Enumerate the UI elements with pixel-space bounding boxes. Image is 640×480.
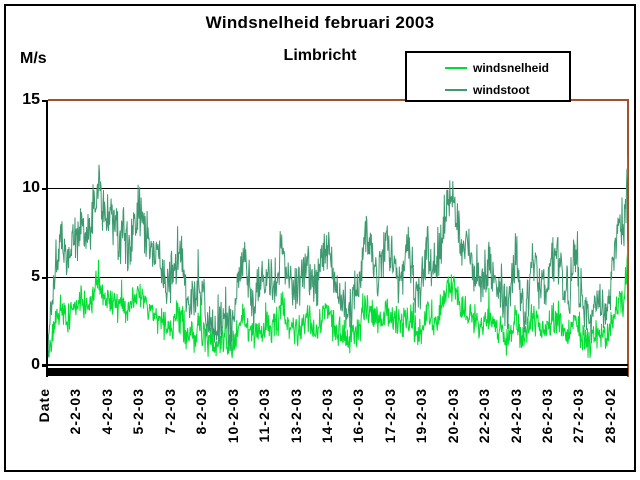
windsnelheid-series-line xyxy=(48,240,628,359)
x-tick-label-11-2-03: 11-2-03 xyxy=(256,388,272,443)
legend-label-windsnelheid: windsnelheid xyxy=(473,61,550,75)
x-tick-label-28-2-02: 28-2-02 xyxy=(602,388,618,444)
plot-border-top xyxy=(48,99,629,101)
legend-entry-windsnelheid: windsnelheid xyxy=(407,60,569,76)
x-tick-label-20-2-03: 20-2-03 xyxy=(445,388,461,444)
windstoot-series-line xyxy=(48,156,628,358)
x-tick-label-27-2-03: 27-2-03 xyxy=(570,388,586,444)
x-tick-label-10-2-03: 10-2-03 xyxy=(225,388,241,444)
plot-area xyxy=(48,100,628,365)
x-tick-label-17-2-03: 17-2-03 xyxy=(382,388,398,444)
x-tick-label-19-2-03: 19-2-03 xyxy=(413,388,429,444)
plot-border-right xyxy=(627,100,629,377)
x-tick-label-26-2-03: 26-2-03 xyxy=(539,388,555,444)
x-axis-line xyxy=(42,364,628,366)
y-tick-label-15: 15 xyxy=(22,91,40,108)
gridline-5 xyxy=(48,277,628,278)
x-tick-label-24-2-03: 24-2-03 xyxy=(508,388,524,444)
x-tick-label-4-2-03: 4-2-03 xyxy=(99,388,115,435)
gridline-10 xyxy=(48,188,628,189)
x-axis-title-date: Date xyxy=(36,388,52,423)
windstoot-line-swatch-icon xyxy=(445,89,467,91)
chart-title: Windsnelheid februari 2003 xyxy=(205,13,435,32)
x-tick-label-14-2-03: 14-2-03 xyxy=(319,388,335,444)
x-tick-label-22-2-03: 22-2-03 xyxy=(476,388,492,444)
y-tick-mark-5 xyxy=(42,277,48,279)
x-tick-label-2-2-03: 2-2-03 xyxy=(67,388,83,435)
x-tick-label-8-2-03: 8-2-03 xyxy=(193,388,209,435)
chart-subtitle: Limbricht xyxy=(283,47,357,64)
x-tick-label-13-2-03: 13-2-03 xyxy=(288,388,304,444)
legend-label-windstoot: windstoot xyxy=(473,83,530,97)
legend-box: windsnelheid windstoot xyxy=(405,51,571,102)
x-axis-tick-bar xyxy=(48,368,628,376)
x-tick-label-16-2-03: 16-2-03 xyxy=(350,388,366,444)
y-axis-line xyxy=(46,100,48,377)
legend-entry-windstoot: windstoot xyxy=(407,82,569,98)
x-tick-label-7-2-03: 7-2-03 xyxy=(162,388,178,435)
y-tick-mark-10 xyxy=(42,188,48,190)
y-tick-label-5: 5 xyxy=(31,268,40,285)
windsnelheid-line-swatch-icon xyxy=(445,67,467,69)
x-tick-label-5-2-03: 5-2-03 xyxy=(130,388,146,435)
y-tick-mark-15 xyxy=(42,100,48,102)
y-tick-mark-0 xyxy=(42,365,48,367)
y-tick-label-0: 0 xyxy=(31,356,40,373)
y-tick-label-10: 10 xyxy=(22,179,40,196)
y-axis-unit-label: M/s xyxy=(20,50,47,67)
series-plot xyxy=(48,156,628,359)
